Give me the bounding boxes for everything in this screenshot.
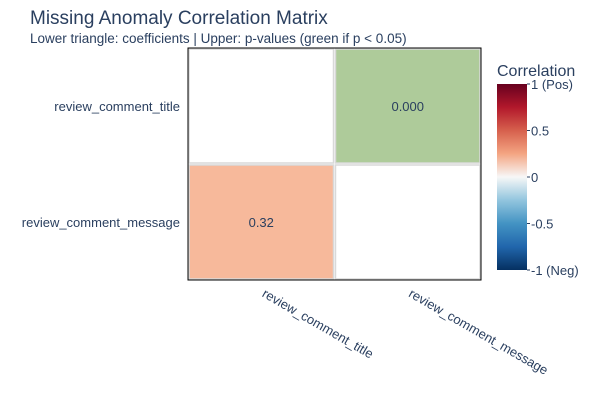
heatmap-cell-coefficient — [188, 164, 335, 280]
y-axis-ticks: review_comment_title review_comment_messa… — [22, 99, 180, 230]
colorbar-gradient — [497, 84, 527, 270]
chart-subtitle: Lower triangle: coefficients | Upper: p-… — [30, 31, 407, 46]
cell-value-label: 0.000 — [391, 99, 424, 114]
colorbar-tick-label: -1 (Neg) — [531, 263, 579, 278]
y-tick-label: review_comment_title — [54, 99, 180, 114]
x-axis-ticks: review_comment_title review_comment_messa… — [260, 286, 551, 378]
heatmap-cell-p-value — [334, 48, 481, 164]
heatmap-cell-diagonal — [334, 164, 481, 280]
y-tick-label: review_comment_message — [22, 215, 180, 230]
heatmap-cells: 0.000 0.32 — [188, 48, 481, 280]
colorbar-tick-label: 0.5 — [531, 124, 549, 139]
colorbar-tick-label: 0 — [531, 170, 538, 185]
plot-frame — [187, 47, 482, 281]
heatmap-cell-diagonal — [188, 48, 335, 164]
x-tick-label: review_comment_message — [406, 286, 551, 378]
x-tick-label: review_comment_title — [260, 286, 376, 362]
colorbar-ticks: 1 (Pos) 0.5 0 -0.5 -1 (Neg) — [527, 77, 579, 278]
colorbar-title: Correlation — [497, 63, 575, 80]
cell-value-label: 0.32 — [249, 215, 274, 230]
chart-title: Missing Anomaly Correlation Matrix — [30, 8, 328, 29]
colorbar-tick-label: -0.5 — [531, 217, 553, 232]
colorbar: Correlation 1 (Pos) 0.5 0 -0.5 -1 (Neg) — [497, 63, 579, 278]
colorbar-tick-label: 1 (Pos) — [531, 77, 573, 92]
